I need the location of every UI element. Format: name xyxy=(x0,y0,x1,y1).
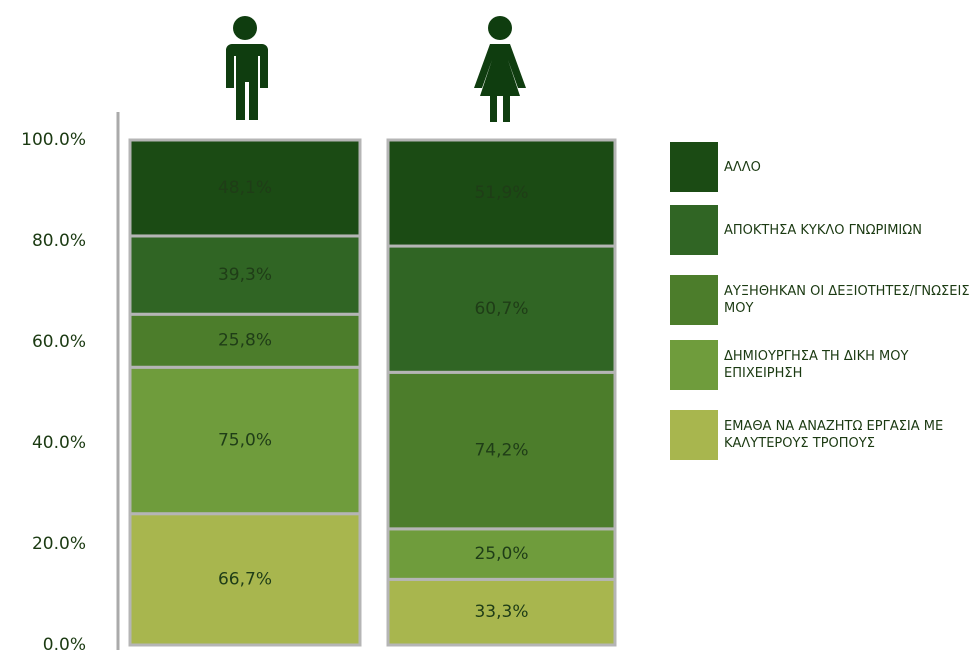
bar-segment xyxy=(386,244,617,374)
segment-label: 51,9% xyxy=(474,183,528,203)
segment-label: 25,0% xyxy=(474,544,528,564)
y-tick-label: 0.0% xyxy=(43,635,86,652)
segment-label: 66,7% xyxy=(218,569,272,589)
man-icon xyxy=(226,16,268,120)
legend-label: ΑΠΟΚΤΗΣΑ ΚΥΚΛΟ ΓΝΩΡΙΜΙΩΝ xyxy=(724,222,922,238)
y-tick-label: 60.0% xyxy=(32,332,86,352)
legend-label: ΕΜΑΘΑ ΝΑ ΑΝΑΖΗΤΩ ΕΡΓΑΣΙΑ ΜΕ ΚΑΛΥΤΕΡΟΥΣ Τ… xyxy=(724,419,944,451)
legend-swatch xyxy=(670,410,718,460)
legend-swatch xyxy=(670,205,718,255)
legend-label: ΑΛΛΟ xyxy=(724,159,761,175)
bar-segment xyxy=(386,370,617,531)
bar-segment xyxy=(386,577,617,647)
bar-segment xyxy=(128,365,362,516)
legend-item: ΔΗΜΙΟΥΡΓΗΣΑ ΤΗ ΔΙΚΗ ΜΟΥ ΕΠΙΧΕΙΡΗΣΗ xyxy=(670,340,974,390)
segment-label: 25,8% xyxy=(218,331,272,351)
legend-label: ΑΥΞΗΘΗΚΑΝ ΟΙ ΔΕΞΙΟΤΗΤΕΣ/ΓΝΩΣΕΙΣ ΜΟΥ xyxy=(724,284,970,316)
bar-segment xyxy=(128,512,362,647)
bar-segment xyxy=(128,138,362,238)
segment-label: 33,3% xyxy=(474,602,528,622)
legend-item: ΑΥΞΗΘΗΚΑΝ ΟΙ ΔΕΞΙΟΤΗΤΕΣ/ΓΝΩΣΕΙΣ ΜΟΥ xyxy=(670,275,974,325)
segment-label: 74,2% xyxy=(474,441,528,461)
bar-segment xyxy=(128,234,362,316)
y-tick-label: 40.0% xyxy=(32,433,86,453)
woman-icon xyxy=(474,16,526,122)
y-tick-label: 80.0% xyxy=(32,231,86,251)
legend-swatch xyxy=(670,340,718,390)
segment-label: 39,3% xyxy=(218,265,272,285)
bar-segment xyxy=(386,527,617,581)
legend-label: ΔΗΜΙΟΥΡΓΗΣΑ ΤΗ ΔΙΚΗ ΜΟΥ ΕΠΙΧΕΙΡΗΣΗ xyxy=(724,349,909,381)
legend-item: ΑΛΛΟ xyxy=(670,142,974,192)
y-tick-label: 20.0% xyxy=(32,534,86,554)
legend-swatch xyxy=(670,142,718,192)
legend-item: ΕΜΑΘΑ ΝΑ ΑΝΑΖΗΤΩ ΕΡΓΑΣΙΑ ΜΕ ΚΑΛΥΤΕΡΟΥΣ Τ… xyxy=(670,410,974,460)
y-tick-label: 100.0% xyxy=(21,130,86,150)
bar-segment xyxy=(386,138,617,248)
legend-swatch xyxy=(670,275,718,325)
segment-label: 75,0% xyxy=(218,430,272,450)
segment-label: 48,1% xyxy=(218,178,272,198)
segment-label: 60,7% xyxy=(474,299,528,319)
legend-item: ΑΠΟΚΤΗΣΑ ΚΥΚΛΟ ΓΝΩΡΙΜΙΩΝ xyxy=(670,205,974,255)
